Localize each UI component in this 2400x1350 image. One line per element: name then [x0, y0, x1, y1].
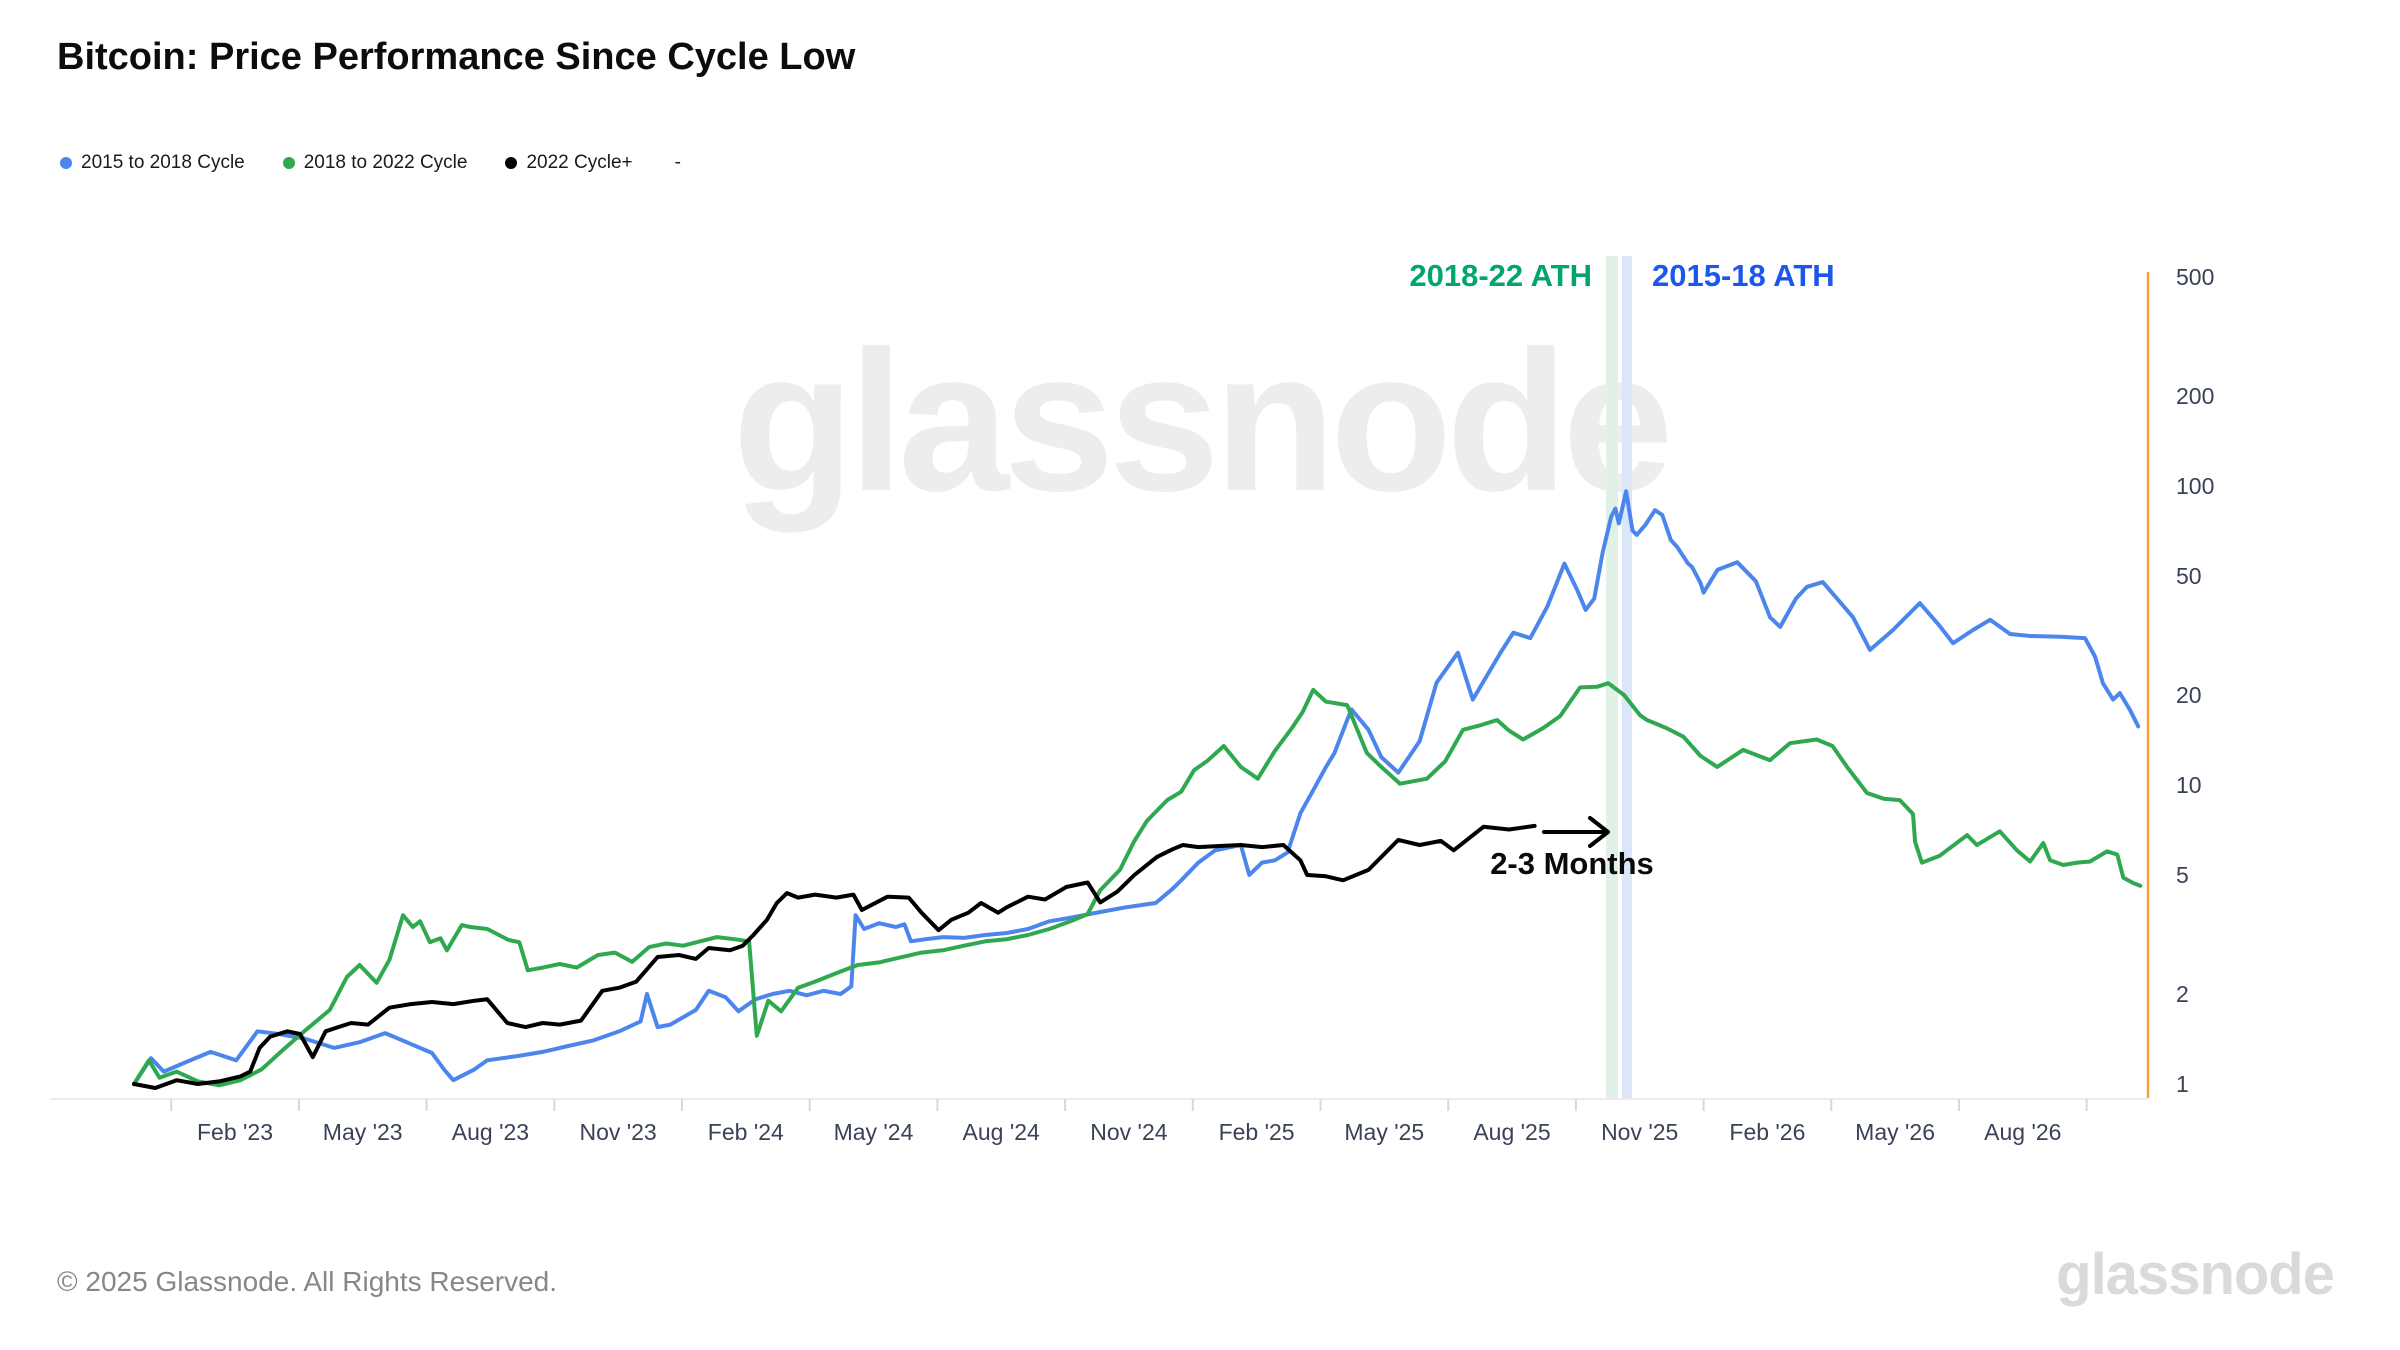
ath-band-1 [1621, 256, 1632, 1098]
copyright-text: © 2025 Glassnode. All Rights Reserved. [57, 1266, 558, 1297]
y-tick-label: 20 [2176, 682, 2202, 708]
legend-dot-green-icon [282, 157, 295, 169]
glassnode-logo: glassnode [2056, 1242, 2335, 1307]
x-tick-label: May '23 [323, 1119, 403, 1145]
series-line-1[interactable] [132, 681, 2143, 1088]
page-title: Bitcoin: Price Performance Since Cycle L… [57, 36, 856, 78]
right-arrow-icon [1540, 813, 1624, 856]
y-tick-label: 5 [2176, 862, 2189, 888]
y-tick-label: 2 [2176, 981, 2189, 1007]
y-tick-label: 200 [2176, 383, 2214, 409]
legend-label: 2018 to 2022 Cycle [303, 152, 468, 173]
x-tick-label: Aug '26 [1984, 1119, 2061, 1145]
legend-label: 2015 to 2018 Cycle [81, 152, 245, 173]
x-tick-label: May '26 [1855, 1119, 1935, 1145]
y-tick-label: 500 [2176, 264, 2214, 290]
y-tick-label: 1 [2176, 1071, 2189, 1097]
x-tick-label: Feb '26 [1729, 1119, 1805, 1145]
x-tick-label: Feb '24 [708, 1119, 784, 1145]
legend-item-2015-2018[interactable]: 2015 to 2018 Cycle [60, 152, 245, 174]
series-line-2[interactable] [132, 823, 1537, 1090]
legend-dot-black-icon [505, 157, 518, 169]
legend-extra-dash: - [674, 152, 681, 173]
chart-legend: 2015 to 2018 Cycle 2018 to 2022 Cycle 20… [60, 152, 681, 174]
legend-item-2022-cycle[interactable]: 2022 Cycle+ [505, 152, 633, 174]
x-tick-label: May '25 [1344, 1119, 1424, 1145]
legend-dot-blue-icon [60, 157, 72, 169]
series-line-0[interactable] [132, 489, 2141, 1086]
y-tick-label: 100 [2176, 473, 2214, 499]
x-tick-label: Aug '23 [452, 1119, 529, 1145]
ath-band-0 [1606, 256, 1618, 1098]
x-tick-label: Aug '25 [1473, 1119, 1550, 1145]
glassnode-watermark: glassnode [732, 310, 1673, 533]
two-three-months-label: 2-3 Months [1490, 846, 1654, 881]
x-tick-label: Feb '23 [197, 1119, 273, 1145]
y-tick-label: 50 [2176, 563, 2202, 589]
x-tick-label: May '24 [834, 1119, 914, 1145]
y-tick-label: 10 [2176, 772, 2202, 798]
legend-item-2018-2022[interactable]: 2018 to 2022 Cycle [282, 152, 468, 174]
ath-2018-22-label: 2018-22 ATH [1409, 258, 1592, 293]
x-tick-label: Aug '24 [963, 1119, 1040, 1145]
legend-label: 2022 Cycle+ [526, 152, 633, 173]
x-tick-label: Nov '24 [1090, 1119, 1167, 1145]
x-tick-label: Nov '23 [579, 1119, 656, 1145]
ath-2015-18-label: 2015-18 ATH [1652, 258, 1835, 293]
x-tick-label: Feb '25 [1219, 1119, 1295, 1145]
x-tick-label: Nov '25 [1601, 1119, 1678, 1145]
